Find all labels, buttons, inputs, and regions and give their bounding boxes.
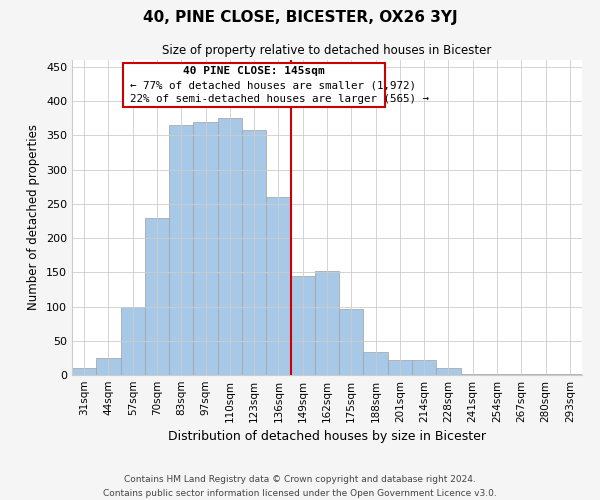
Bar [96,358,121,375]
Bar [436,368,461,375]
Bar [339,310,364,375]
X-axis label: Distribution of detached houses by size in Bicester: Distribution of detached houses by size … [168,430,486,444]
Bar [461,374,485,375]
Title: Size of property relative to detached houses in Bicester: Size of property relative to detached ho… [163,44,491,58]
Text: 40 PINE CLOSE: 145sqm: 40 PINE CLOSE: 145sqm [183,66,325,76]
Text: 40, PINE CLOSE, BICESTER, OX26 3YJ: 40, PINE CLOSE, BICESTER, OX26 3YJ [143,10,457,25]
Bar [242,130,266,375]
Bar [218,118,242,375]
Bar [145,218,169,375]
Bar [266,197,290,375]
Y-axis label: Number of detached properties: Number of detached properties [28,124,40,310]
Text: 22% of semi-detached houses are larger (565) →: 22% of semi-detached houses are larger (… [130,94,429,104]
Bar [72,368,96,375]
Bar [388,360,412,375]
Bar [193,122,218,375]
Bar [509,374,533,375]
Bar [121,306,145,375]
Bar [533,374,558,375]
Bar [315,271,339,375]
FancyBboxPatch shape [123,62,385,106]
Bar [558,374,582,375]
Text: Contains HM Land Registry data © Crown copyright and database right 2024.
Contai: Contains HM Land Registry data © Crown c… [103,476,497,498]
Bar [485,374,509,375]
Bar [412,360,436,375]
Bar [290,276,315,375]
Text: ← 77% of detached houses are smaller (1,972): ← 77% of detached houses are smaller (1,… [130,80,416,90]
Bar [364,352,388,375]
Bar [169,125,193,375]
